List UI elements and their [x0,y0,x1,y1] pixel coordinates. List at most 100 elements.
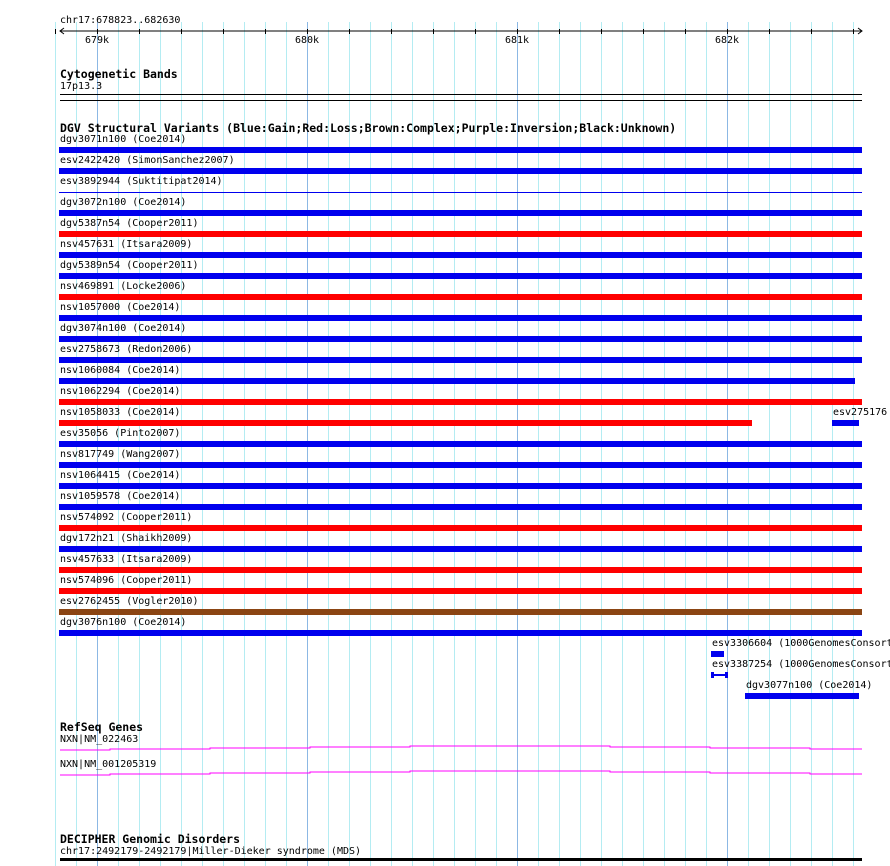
refseq-title: RefSeq Genes [60,720,144,734]
variant-label[interactable]: esv35056 (Pinto2007) [60,428,181,439]
cytoband-label[interactable]: 17p13.3 [60,81,103,92]
variant-label[interactable]: nsv1058033 (Coe2014) [60,407,181,418]
ruler-tick [517,29,518,34]
variant-label[interactable]: esv2422420 (SimonSanchez2007) [60,155,235,166]
ruler-tick [853,29,854,34]
variant-label[interactable]: nsv1057000 (Coe2014) [60,302,181,313]
ruler-tick [433,29,434,34]
variant-bar-gain[interactable] [59,210,862,216]
variant-label[interactable]: esv2758673 (Redon2006) [60,344,193,355]
variant-bar-complex[interactable] [59,609,862,615]
decipher-title: DECIPHER Genomic Disorders [60,832,241,846]
ruler-tick [139,29,140,34]
variant-label[interactable]: nsv1064415 (Coe2014) [60,470,181,481]
variant-label[interactable]: esv3306604 (1000GenomesConsortium [712,638,890,649]
variant-label[interactable]: nsv1060084 (Coe2014) [60,365,181,376]
ruler-tick [391,29,392,34]
variant-bar-loss[interactable] [59,399,862,405]
variant-bar-gain[interactable] [59,273,862,279]
ruler-tick [727,29,728,34]
ruler-tick [559,29,560,34]
variant-bar-loss[interactable] [59,420,752,426]
ruler-tick [685,29,686,34]
ruler-tick [265,29,266,34]
variant-label[interactable]: esv3387254 (1000GenomesConsortium [712,659,890,670]
variant-label[interactable]: esv275176 [833,407,888,418]
variant-label[interactable]: nsv469891 (Locke2006) [60,281,187,292]
variant-label[interactable]: nsv817749 (Wang2007) [60,449,181,460]
variant-bar-loss[interactable] [59,567,862,573]
variant-label[interactable]: esv2762455 (Vogler2010) [60,596,199,607]
dgv-title: DGV Structural Variants (Blue:Gain;Red:L… [60,121,677,135]
variant-label[interactable]: nsv457633 (Itsara2009) [60,554,193,565]
variant-bar-gain[interactable] [59,336,862,342]
variant-label[interactable]: nsv574092 (Cooper2011) [60,512,193,523]
ruler-tick-label: 680k [295,35,320,46]
variant-bar-gain[interactable] [59,315,862,321]
variant-bar-loss[interactable] [59,294,862,300]
ruler-tick [97,29,98,34]
variant-label[interactable]: nsv457631 (Itsara2009) [60,239,193,250]
cytoband-line-top [60,94,862,95]
ruler-tick [181,29,182,34]
variant-bar-gain[interactable] [711,672,728,678]
variant-label[interactable]: dgv3072n100 (Coe2014) [60,197,187,208]
variant-label[interactable]: dgv3076n100 (Coe2014) [60,617,187,628]
ruler-tick [811,29,812,34]
right-arrow-icon [857,27,863,35]
cytoband-line-bottom [60,100,862,101]
variant-label[interactable]: dgv3074n100 (Coe2014) [60,323,187,334]
gene-model-nm-001205319 [60,770,862,776]
variant-label[interactable]: nsv574096 (Cooper2011) [60,575,193,586]
gene-label[interactable]: NXN|NM_022463 [60,734,139,745]
ruler-range: chr17:678823..682630 [60,15,181,26]
variant-bar-loss[interactable] [59,588,862,594]
variant-bar-gain[interactable] [711,651,724,657]
variant-bar-gain[interactable] [59,192,862,193]
variant-bar-gain[interactable] [745,693,859,699]
variant-label[interactable]: dgv3071n100 (Coe2014) [60,134,187,145]
refseq-gene-models [60,745,862,776]
gene-model-nm-022463 [60,745,862,751]
decipher-feature-bar[interactable] [60,858,862,861]
variant-bar-gain[interactable] [59,462,862,468]
cytobands-title: Cytogenetic Bands [60,67,178,81]
variant-bar-gain[interactable] [59,378,855,384]
ruler-axis [59,27,863,35]
variant-label[interactable]: esv3892944 (Suktitipat2014) [60,176,223,187]
ruler-tick-label: 681k [505,35,530,46]
variant-bar-loss[interactable] [59,525,862,531]
variant-bar-gain[interactable] [59,441,862,447]
gene-label[interactable]: NXN|NM_001205319 [60,759,157,770]
variant-label[interactable]: dgv172n21 (Shaikh2009) [60,533,193,544]
variant-label[interactable]: nsv1062294 (Coe2014) [60,386,181,397]
variant-bar-gain[interactable] [832,420,859,426]
ruler-tick [55,29,56,34]
left-arrow-icon [59,27,65,35]
ruler-tick-label: 682k [715,35,740,46]
variant-bar-gain[interactable] [59,546,862,552]
ruler-tick [223,29,224,34]
variant-bar-gain[interactable] [59,357,862,363]
variant-label[interactable]: dgv5387n54 (Cooper2011) [60,218,199,229]
variant-bar-gain[interactable] [59,147,862,153]
variant-bar-gain[interactable] [59,630,862,636]
variant-bar-gain[interactable] [59,168,862,174]
variant-label[interactable]: dgv5389n54 (Cooper2011) [60,260,199,271]
ruler-tick [349,29,350,34]
variant-bar-gain[interactable] [59,252,862,258]
ruler-tick [307,29,308,34]
variant-label[interactable]: nsv1059578 (Coe2014) [60,491,181,502]
variant-bar-gain[interactable] [59,483,862,489]
decipher-item-label[interactable]: chr17:2492179-2492179|Miller-Dieker synd… [60,846,362,857]
ruler-tick [601,29,602,34]
ruler-tick [475,29,476,34]
ruler-tick-label: 679k [85,35,110,46]
grid-line [55,22,56,866]
ruler-tick [769,29,770,34]
variant-label[interactable]: dgv3077n100 (Coe2014) [746,680,873,691]
variant-bar-loss[interactable] [59,231,862,237]
variant-bar-gain[interactable] [59,504,862,510]
ruler-tick [643,29,644,34]
